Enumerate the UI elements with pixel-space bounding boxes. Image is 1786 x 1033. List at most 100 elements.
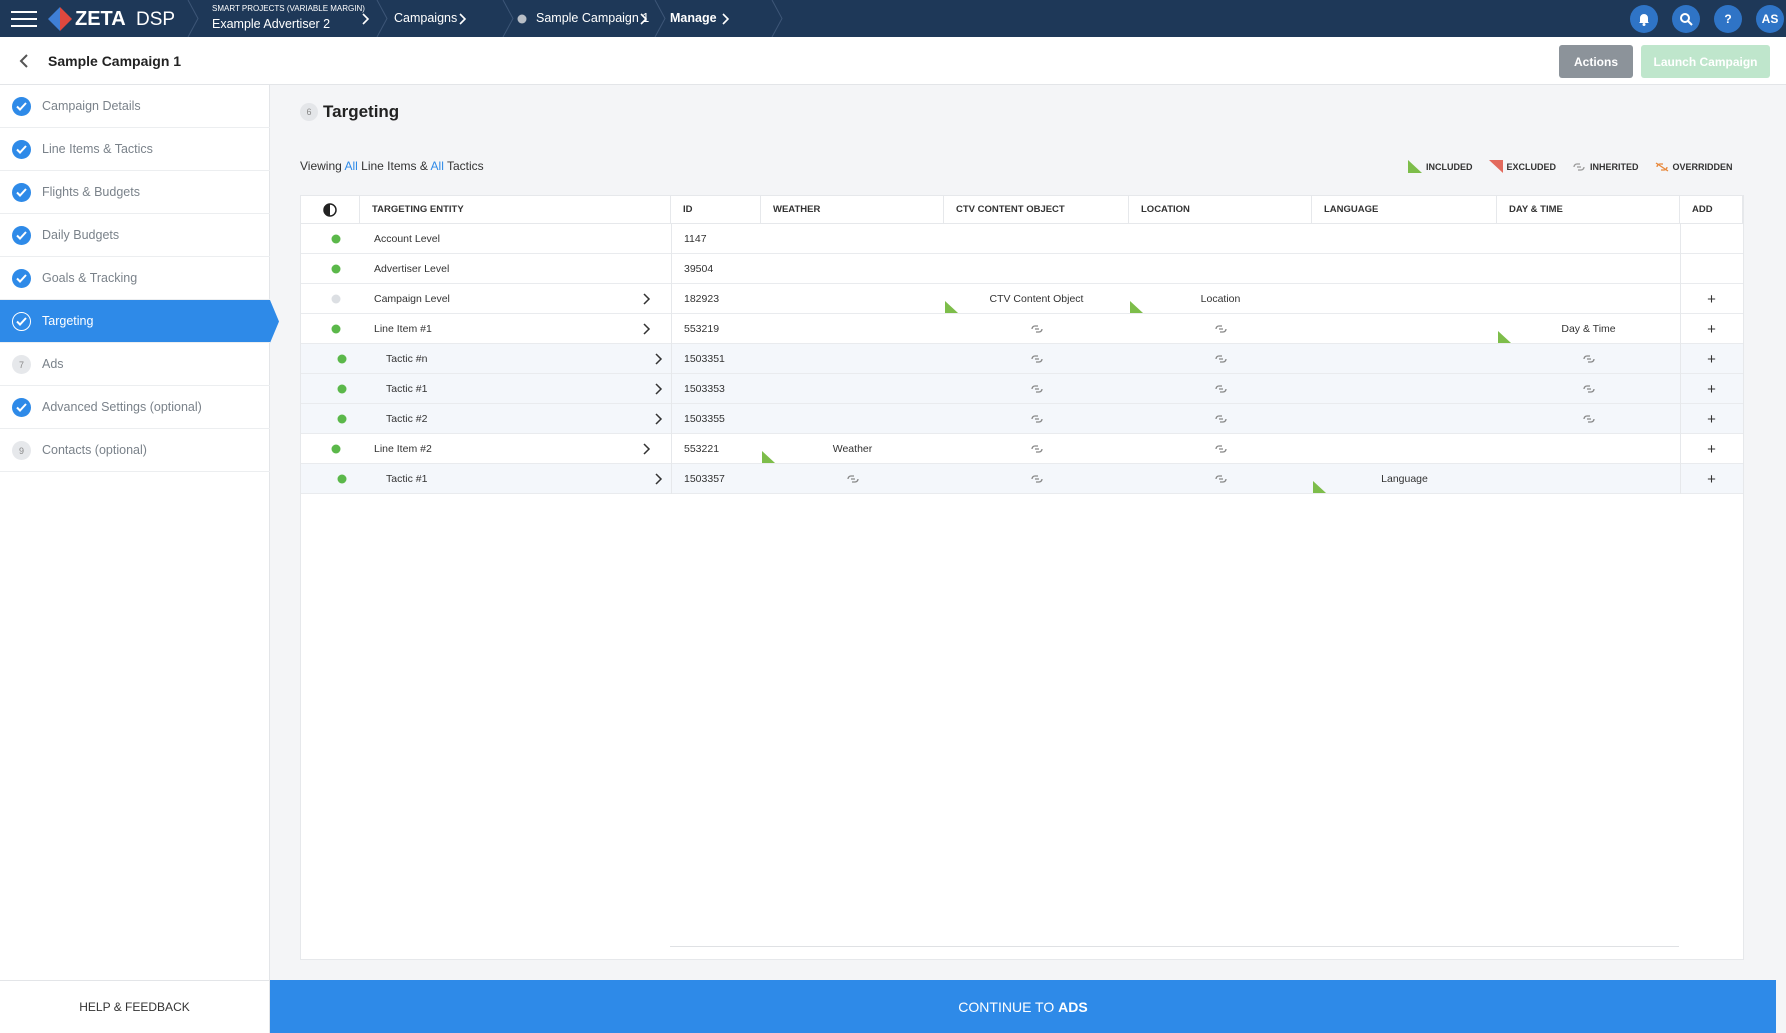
step[interactable]: Advanced Settings (optional): [0, 386, 270, 429]
entity-id: 1503353: [684, 383, 725, 395]
entity-name: Advertiser Level: [374, 263, 450, 275]
included-flag: [762, 451, 775, 463]
col-divider: [761, 314, 762, 344]
add-button[interactable]: +: [1707, 470, 1716, 488]
entity-id: 1147: [684, 233, 707, 245]
col-divider: [1497, 374, 1498, 404]
expand-chevron: [643, 293, 651, 305]
step-number: 7: [12, 355, 31, 374]
table-row[interactable]: Tactic #1 1503357 Language +: [301, 464, 1743, 494]
inherited-icon: [1214, 354, 1228, 364]
help[interactable]: ?: [1714, 5, 1742, 33]
crumb-divider: [502, 0, 514, 38]
step-label: Ads: [42, 357, 64, 371]
step[interactable]: Line Items & Tactics: [0, 128, 270, 171]
targeting-value[interactable]: Weather: [832, 443, 873, 455]
entity-id: 182923: [684, 293, 720, 305]
col-divider: [944, 434, 945, 464]
header-cell: ADD: [1680, 196, 1743, 224]
add-button[interactable]: +: [1707, 410, 1716, 428]
menu-icon[interactable]: [11, 11, 37, 28]
user-avatar[interactable]: AS: [1756, 5, 1784, 33]
legend-icon: [1408, 160, 1422, 173]
step[interactable]: Flights & Budgets: [0, 171, 270, 214]
entity-id: 1503355: [684, 413, 725, 425]
crumb-chevron: [640, 13, 648, 25]
table-row[interactable]: Tactic #1 1503353 +: [301, 374, 1743, 404]
status-dot: [337, 384, 347, 394]
step[interactable]: Goals & Tracking: [0, 257, 270, 300]
launch-button[interactable]: Launch Campaign: [1641, 45, 1770, 78]
legend-icon: [1655, 161, 1669, 172]
col-divider: [1312, 224, 1313, 254]
viewing-text[interactable]: All: [430, 159, 444, 173]
legend-label: OVERRIDDEN: [1672, 161, 1733, 172]
step-check: [12, 140, 31, 159]
crumb[interactable]: Campaigns: [394, 11, 458, 25]
crumb[interactable]: Manage: [670, 11, 717, 25]
viewing-text[interactable]: All: [344, 159, 358, 173]
crumb-chevron: [459, 13, 467, 25]
col-divider: [1497, 224, 1498, 254]
header-cell: CTV CONTENT OBJECT: [944, 196, 1129, 224]
col-divider: [1312, 374, 1313, 404]
legend-label: INCLUDED: [1426, 161, 1473, 172]
step[interactable]: 9 Contacts (optional): [0, 429, 270, 472]
viewing-text: Viewing: [300, 159, 345, 173]
col-divider: [761, 254, 762, 284]
actions-button[interactable]: Actions: [1559, 45, 1633, 78]
step-label: Campaign Details: [42, 99, 141, 113]
table-row: Account Level 1147: [301, 224, 1743, 254]
table-row[interactable]: Line Item #2 553221 Weather +: [301, 434, 1743, 464]
add-button[interactable]: +: [1707, 440, 1716, 458]
table-row[interactable]: Tactic #n 1503351 +: [301, 344, 1743, 374]
step[interactable]: Targeting: [0, 300, 279, 343]
included-flag: [945, 301, 958, 313]
targeting-value[interactable]: Day & Time: [1561, 323, 1616, 335]
targeting-value[interactable]: CTV Content Object: [989, 293, 1084, 305]
header-cell: WEATHER: [761, 196, 944, 224]
crumb[interactable]: Sample Campaign 1: [536, 11, 650, 25]
col-divider: [1497, 344, 1498, 374]
entity-id: 1503351: [684, 353, 725, 365]
notifications[interactable]: [1630, 5, 1658, 33]
table-row[interactable]: Campaign Level 182923 CTV Content Object Lo…: [301, 284, 1743, 314]
step[interactable]: Daily Budgets: [0, 214, 270, 257]
entity-name: Tactic #1: [386, 383, 428, 395]
table-row[interactable]: Line Item #1 553219 Day & Time +: [301, 314, 1743, 344]
entity-name: Line Item #2: [374, 443, 432, 455]
help-feedback[interactable]: HELP & FEEDBACK: [0, 980, 270, 1033]
status-dot: [331, 234, 341, 244]
legend-label: INHERITED: [1590, 161, 1639, 172]
inherited-icon: [1030, 324, 1044, 334]
continue-button[interactable]: CONTINUE TO ADS: [270, 980, 1776, 1033]
add-button[interactable]: +: [1707, 380, 1716, 398]
targeting-value[interactable]: Location: [1200, 293, 1241, 305]
header-cell: LOCATION: [1129, 196, 1312, 224]
table-row[interactable]: Tactic #2 1503355 +: [301, 404, 1743, 434]
search[interactable]: [1672, 5, 1700, 33]
targeting-value[interactable]: Language: [1381, 473, 1428, 485]
inherited-icon: [846, 474, 860, 484]
inherited-icon: [1030, 384, 1044, 394]
logo-mark: [48, 7, 72, 31]
step-label: Daily Budgets: [42, 228, 120, 242]
inherited-icon: [1214, 324, 1228, 334]
crumb[interactable]: Example Advertiser 2: [212, 17, 331, 31]
step-label: Targeting: [42, 314, 94, 328]
add-button[interactable]: +: [1707, 320, 1716, 338]
add-button[interactable]: +: [1707, 290, 1716, 308]
entity-name: Tactic #n: [386, 353, 428, 365]
step[interactable]: 7 Ads: [0, 343, 270, 386]
sidebar: Campaign Details Line Items & Tactics Flig…: [0, 85, 279, 980]
col-divider: [1312, 434, 1313, 464]
header-cell: ID: [671, 196, 761, 224]
col-divider: [1129, 464, 1130, 494]
scrollbar-track: [670, 946, 1679, 947]
add-button[interactable]: +: [1707, 350, 1716, 368]
col-divider: [944, 374, 945, 404]
entity-id: 39504: [684, 263, 714, 275]
col-divider: [1312, 314, 1313, 344]
step[interactable]: Campaign Details: [0, 85, 270, 128]
back-button[interactable]: [18, 53, 30, 69]
